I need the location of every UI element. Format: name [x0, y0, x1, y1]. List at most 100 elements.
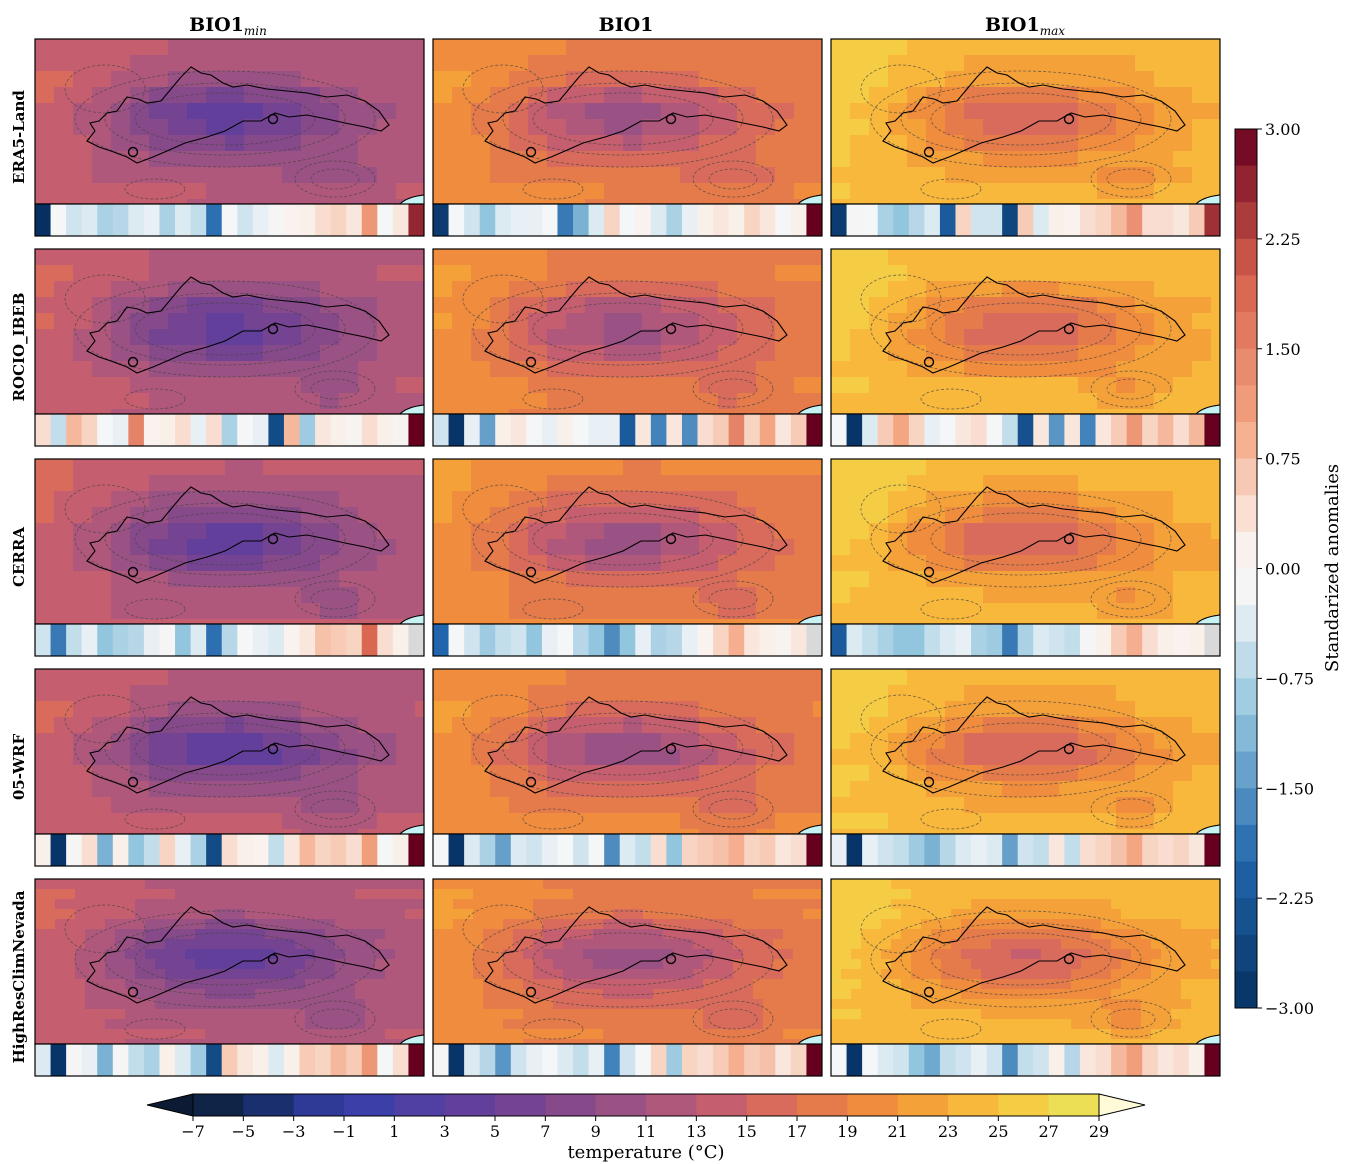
map-cell — [195, 919, 206, 930]
map-cell — [763, 879, 774, 890]
map-panel-r4-c2 — [830, 878, 1221, 1077]
map-cell — [377, 829, 397, 834]
anomaly-cell — [1079, 834, 1096, 866]
map-cell — [981, 929, 992, 940]
anomaly-cell — [744, 1044, 761, 1076]
map-cell — [433, 797, 453, 814]
map-cell — [1173, 459, 1193, 476]
map-cell — [415, 313, 424, 330]
map-cell — [851, 929, 862, 940]
map-cell — [1021, 491, 1041, 508]
map-cell — [1151, 909, 1162, 920]
protected-area-outline — [882, 276, 1186, 374]
map-cell — [585, 733, 605, 750]
map-cell — [452, 183, 472, 200]
map-cell — [642, 539, 662, 556]
anomaly-cell — [1017, 204, 1034, 236]
map-cell — [35, 265, 55, 282]
map-cell — [547, 393, 567, 410]
map-cell — [1116, 167, 1136, 184]
map-cell — [737, 797, 757, 814]
map-cell — [803, 999, 814, 1010]
map-cell — [1173, 71, 1193, 88]
anomaly-cell — [252, 414, 269, 446]
map-cell — [803, 979, 814, 990]
map-cell — [661, 781, 681, 798]
map-cell — [850, 619, 870, 624]
map-cell — [931, 929, 942, 940]
map-cell — [783, 1029, 794, 1040]
station-marker — [525, 776, 537, 788]
map-cell — [65, 959, 76, 970]
anomaly-strip — [432, 614, 823, 657]
map-cell — [92, 539, 112, 556]
contour-line — [870, 70, 1172, 168]
map-cell — [433, 1039, 444, 1044]
map-cell — [111, 329, 131, 346]
map-cell — [339, 55, 359, 72]
map-cell — [187, 685, 207, 702]
map-cell — [850, 701, 870, 718]
map-cell — [907, 87, 927, 104]
map-cell — [149, 749, 169, 766]
map-cell — [396, 265, 416, 282]
map-cell — [206, 265, 226, 282]
map-cell — [850, 55, 870, 72]
map-cell — [490, 717, 510, 734]
map-cell — [155, 959, 166, 970]
anomaly-cell — [1173, 204, 1190, 236]
map-cell — [723, 999, 734, 1010]
map-cell — [869, 377, 889, 394]
map-cell — [964, 813, 984, 830]
map-cell — [503, 979, 514, 990]
map-cell — [794, 151, 814, 168]
anomaly-cell — [713, 1044, 730, 1076]
map-cell — [385, 999, 396, 1010]
map-cell — [737, 199, 757, 204]
map-cell — [305, 889, 316, 900]
anomaly-cell — [908, 204, 925, 236]
contour-line — [462, 694, 544, 744]
map-cell — [135, 899, 146, 910]
map-cell — [945, 329, 965, 346]
map-cell — [643, 1029, 654, 1040]
map-cell — [533, 929, 544, 940]
map-cell — [763, 929, 774, 940]
map-cell — [756, 781, 776, 798]
anomaly-cell — [448, 624, 465, 656]
anomaly-cell — [557, 624, 574, 656]
map-cell — [1078, 199, 1098, 204]
anomaly-cell — [588, 1044, 605, 1076]
map-cell — [301, 151, 321, 168]
anomaly-cell — [112, 624, 129, 656]
map-cell — [604, 555, 624, 572]
map-cell — [187, 603, 207, 620]
map-cell — [75, 1019, 86, 1030]
contour-line — [920, 808, 982, 830]
map-cell — [699, 39, 719, 56]
map-cell — [282, 603, 302, 620]
anomaly-cell — [831, 624, 847, 656]
map-cell — [35, 1039, 46, 1044]
map-cell — [1097, 135, 1117, 152]
map-cell — [661, 361, 681, 378]
map-cell — [1121, 909, 1132, 920]
map-cell — [1192, 555, 1212, 572]
map-cell — [850, 459, 870, 476]
map-cell — [396, 669, 416, 686]
map-cell — [699, 539, 719, 556]
map-cell — [699, 619, 719, 624]
map-cell — [907, 701, 927, 718]
map-cell — [1101, 929, 1112, 940]
coastline-patch — [1194, 404, 1221, 415]
map-cell — [737, 459, 757, 476]
map-cell — [613, 959, 624, 970]
map-cell — [1173, 393, 1193, 410]
map-cell — [1131, 919, 1142, 930]
map-cell — [703, 1039, 714, 1044]
map-cell — [945, 135, 965, 152]
map-cell — [775, 313, 795, 330]
map-cell — [145, 909, 156, 920]
map-cell — [851, 899, 862, 910]
map-cell — [1078, 281, 1098, 298]
